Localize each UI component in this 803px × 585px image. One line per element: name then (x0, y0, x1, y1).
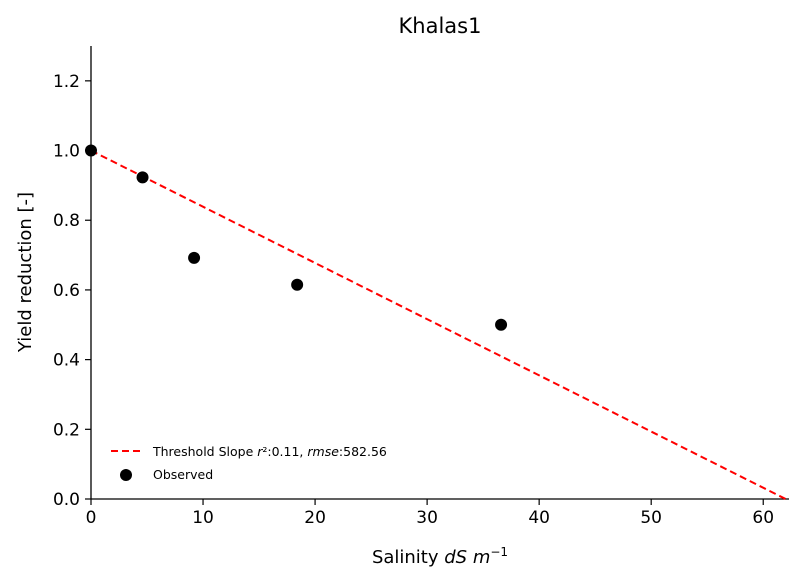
y-tick-label: 0.0 (53, 490, 80, 510)
legend: Threshold Slope r²:0.11, rmse:582.56 Obs… (111, 444, 387, 482)
x-tick-label: 50 (640, 508, 662, 528)
x-tick-label: 10 (192, 508, 214, 528)
y-tick-label: 0.4 (53, 351, 80, 371)
plot-area: 0 10 20 30 40 50 60 0.0 0.2 0.4 0.6 0.8 1.0 1.2 (53, 46, 789, 528)
legend-text-part: ²:0.11, (262, 444, 307, 459)
x-axis-label-plain: Salinity (372, 547, 444, 568)
legend-label-observed: Observed (153, 467, 213, 482)
observed-point (291, 278, 304, 291)
legend-marker-swatch (120, 469, 132, 481)
observed-point (85, 144, 97, 157)
x-tick-label: 30 (416, 508, 438, 528)
x-axis-label: Salinity dS m−1 (372, 545, 508, 568)
observed-point (188, 251, 201, 264)
x-axis-label-italic: dS m (444, 547, 490, 568)
x-tick-label: 40 (528, 508, 550, 528)
threshold-slope-line (90, 149, 787, 500)
observed-point (136, 171, 149, 184)
legend-text-part: r (257, 444, 263, 459)
chart-title: Khalas1 (399, 14, 482, 38)
y-tick-label: 1.2 (53, 72, 80, 92)
legend-text-part: :582.56 (339, 444, 387, 459)
y-tick-label: 1.0 (53, 142, 80, 162)
legend-text-part: rmse (307, 444, 339, 459)
y-tick-label: 0.6 (53, 281, 80, 301)
observed-point (495, 318, 508, 331)
x-axis-label-sup: −1 (490, 545, 508, 559)
x-tick-label: 20 (304, 508, 326, 528)
y-tick-label: 0.2 (53, 420, 80, 440)
legend-label-threshold-slope: Threshold Slope r²:0.11, rmse:582.56 (152, 444, 387, 459)
legend-text-part: Threshold Slope (152, 444, 257, 459)
x-tick-label: 60 (752, 508, 774, 528)
y-axis-label: Yield reduction [-] (15, 192, 36, 353)
y-tick-label: 0.8 (53, 211, 80, 231)
x-tick-label: 0 (86, 508, 97, 528)
